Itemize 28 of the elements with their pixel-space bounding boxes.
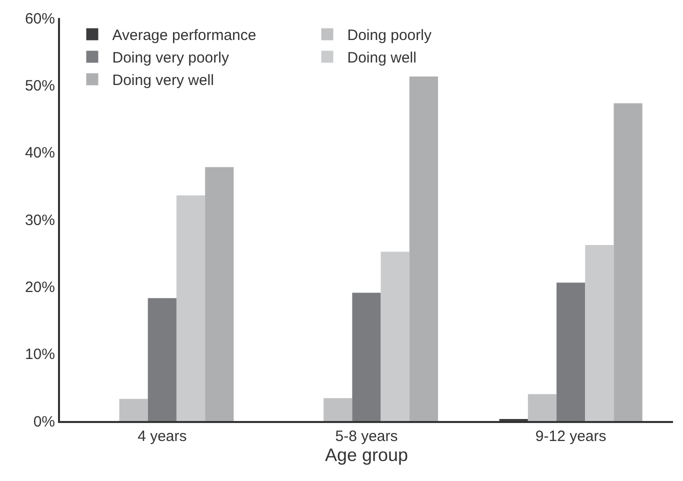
bar [119, 398, 148, 421]
y-tick-label: 10% [24, 346, 55, 364]
x-axis-title: Age group [324, 445, 408, 465]
bar [409, 76, 438, 421]
bar [176, 195, 206, 421]
bar [352, 292, 381, 421]
legend-label: Doing well [347, 50, 416, 67]
legend-label: Doing very poorly [112, 50, 230, 67]
legend-label: Doing poorly [347, 27, 432, 44]
x-tick-label: 5-8 years [335, 428, 398, 445]
y-tick-label: 0% [33, 413, 55, 430]
legend-label: Doing very well [112, 72, 214, 90]
bar [556, 282, 586, 421]
y-tick-label: 60% [24, 10, 55, 28]
x-tick-label: 9-12 years [535, 428, 606, 445]
legend-label: Average performance [112, 27, 256, 44]
x-tick-label: 4 years [138, 428, 187, 445]
bar [528, 394, 557, 421]
y-tick-label: 50% [24, 77, 55, 94]
y-tick-label: 30% [24, 212, 55, 229]
bar [614, 103, 642, 421]
bar [148, 298, 176, 421]
y-tick-label: 40% [24, 144, 55, 162]
bar [324, 398, 352, 421]
bar [205, 167, 234, 421]
bar [380, 252, 410, 421]
y-tick-label: 20% [24, 278, 55, 296]
bar [585, 245, 614, 421]
